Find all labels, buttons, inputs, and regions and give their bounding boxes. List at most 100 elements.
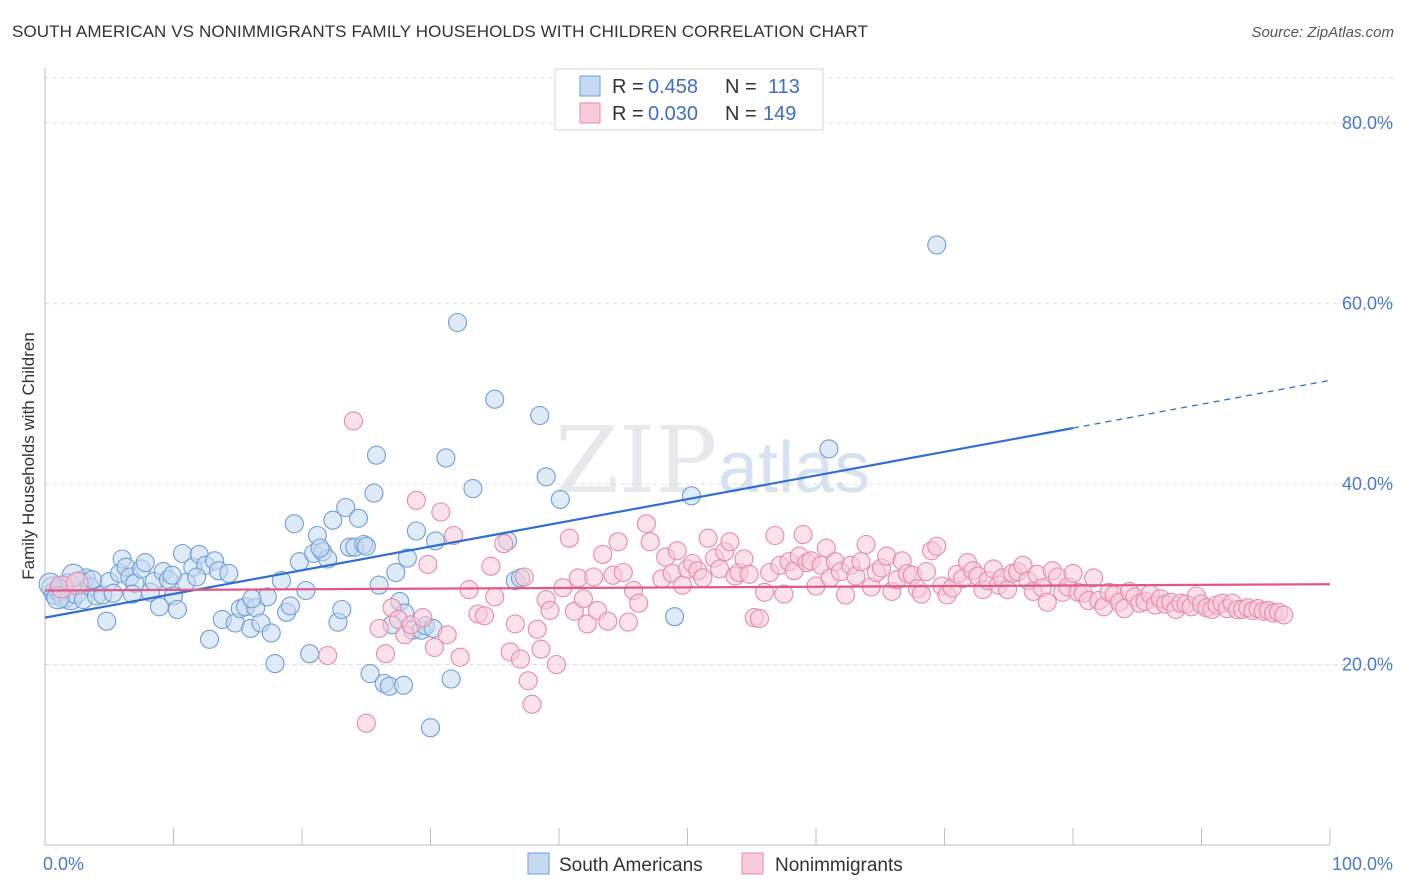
point-nonimmigrants-6 [375,644,396,664]
point-south-americans-96 [681,486,701,506]
point-south-americans-83 [420,718,441,738]
stats-legend-n-value-0: 113 [768,76,800,98]
point-south-americans-71 [369,575,389,595]
y-axis-label: Family Households with Children [19,332,38,580]
point-south-americans-107 [310,538,330,558]
point-nonimmigrants-45 [598,611,618,631]
point-nonimmigrants-63 [698,528,718,548]
point-south-americans-88 [463,479,483,499]
point-south-americans-95 [665,607,685,627]
point-nonimmigrants-13 [418,554,438,574]
point-nonimmigrants-37 [559,528,579,548]
point-nonimmigrants-47 [608,532,628,552]
point-nonimmigrants-24 [494,534,514,554]
legend-label-nonimmigrants: Nonimmigrants [775,855,903,876]
point-nonimmigrants-82 [793,525,813,545]
point-nonimmigrants-11 [406,490,426,510]
y-tick-label-60: 60.0% [1342,294,1393,314]
x-tick-label-max: 100.0% [1332,854,1393,874]
stats-legend-n-label-0: N = [725,76,757,98]
point-south-americans-105 [187,567,207,587]
point-south-americans-94 [550,489,570,509]
point-south-americans-86 [441,669,461,689]
point-nonimmigrants-123 [997,580,1018,600]
point-south-americans-35 [199,629,220,649]
point-south-americans-55 [300,644,320,664]
point-nonimmigrants-76 [765,525,785,546]
point-south-americans-47 [261,623,281,643]
point-south-americans-78 [397,548,417,568]
point-south-americans-92 [530,405,550,426]
point-south-americans-75 [386,562,406,583]
point-south-americans-87 [447,312,468,333]
x-ticks [44,828,1331,845]
point-nonimmigrants-32 [531,639,551,659]
point-nonimmigrants-21 [474,606,495,626]
series-legend: South Americans Nonimmigrants [527,852,903,876]
point-nonimmigrants-18 [450,647,470,667]
point-south-americans-51 [280,596,300,616]
point-nonimmigrants-28 [514,567,534,587]
stats-legend-r-label-1: R = [612,103,644,125]
point-nonimmigrants-58 [672,575,692,595]
point-nonimmigrants-65 [710,559,730,579]
point-south-americans-13 [97,611,117,631]
point-south-americans-29 [167,599,187,620]
watermark-atlas: atlas [718,428,870,508]
point-nonimmigrants-177 [1274,605,1294,625]
point-nonimmigrants-67 [720,532,740,552]
point-nonimmigrants-3 [343,411,363,431]
point-nonimmigrants-14 [424,637,444,657]
point-south-americans-80 [406,521,426,541]
stats-legend-r-value-0: 0.458 [648,76,698,98]
point-nonimmigrants-94 [851,552,871,572]
trend-line-extension-south-americans [1072,379,1331,429]
point-nonimmigrants-87 [816,538,836,558]
point-nonimmigrants-4 [356,713,376,733]
stats-legend-n-label-1: N = [725,103,757,125]
point-south-americans-77 [393,675,414,695]
legend-swatch-nonimmigrants [741,852,764,875]
point-south-americans-63 [336,497,356,518]
point-nonimmigrants-30 [522,694,542,714]
point-nonimmigrants-27 [510,649,531,669]
point-nonimmigrants-71 [739,564,759,584]
point-south-americans-85 [436,448,456,468]
y-tick-labels: 20.0% 40.0% 60.0% 80.0% [1342,113,1393,674]
point-nonimmigrants-40 [573,589,593,609]
point-nonimmigrants-95 [856,534,876,555]
point-nonimmigrants-91 [836,585,856,605]
point-nonimmigrants-78 [774,584,794,604]
point-south-americans-52 [284,514,304,534]
point-nonimmigrants-1 [65,571,89,595]
point-south-americans-98 [927,235,947,255]
point-nonimmigrants-131 [1037,592,1057,612]
point-south-americans-62 [332,599,352,620]
point-south-americans-66 [348,508,369,528]
point-nonimmigrants-35 [546,654,566,675]
point-south-americans-22 [135,553,155,573]
point-south-americans-39 [219,563,239,583]
point-nonimmigrants-53 [640,532,660,552]
point-nonimmigrants-16 [437,625,457,645]
point-nonimmigrants-62 [693,568,713,588]
chart-title: SOUTH AMERICAN VS NONIMMIGRANTS FAMILY H… [12,22,868,41]
point-nonimmigrants-73 [749,608,770,629]
point-south-americans-48 [265,654,285,674]
point-nonimmigrants-49 [618,612,638,632]
point-south-americans-97 [819,439,839,459]
point-south-americans-104 [162,565,182,585]
point-nonimmigrants-26 [505,614,525,634]
point-nonimmigrants-15 [431,502,451,522]
point-south-americans-15 [103,583,123,603]
legend-label-south-americans: South Americans [559,855,703,876]
point-nonimmigrants-19 [459,580,479,600]
point-south-americans-68 [360,664,380,684]
point-nonimmigrants-31 [527,619,547,639]
trend-lines [44,379,1331,619]
point-nonimmigrants-136 [1063,563,1083,583]
trend-line-south-americans [44,427,1074,619]
point-nonimmigrants-34 [540,600,560,620]
point-nonimmigrants-22 [481,556,501,576]
point-nonimmigrants-29 [518,671,538,691]
